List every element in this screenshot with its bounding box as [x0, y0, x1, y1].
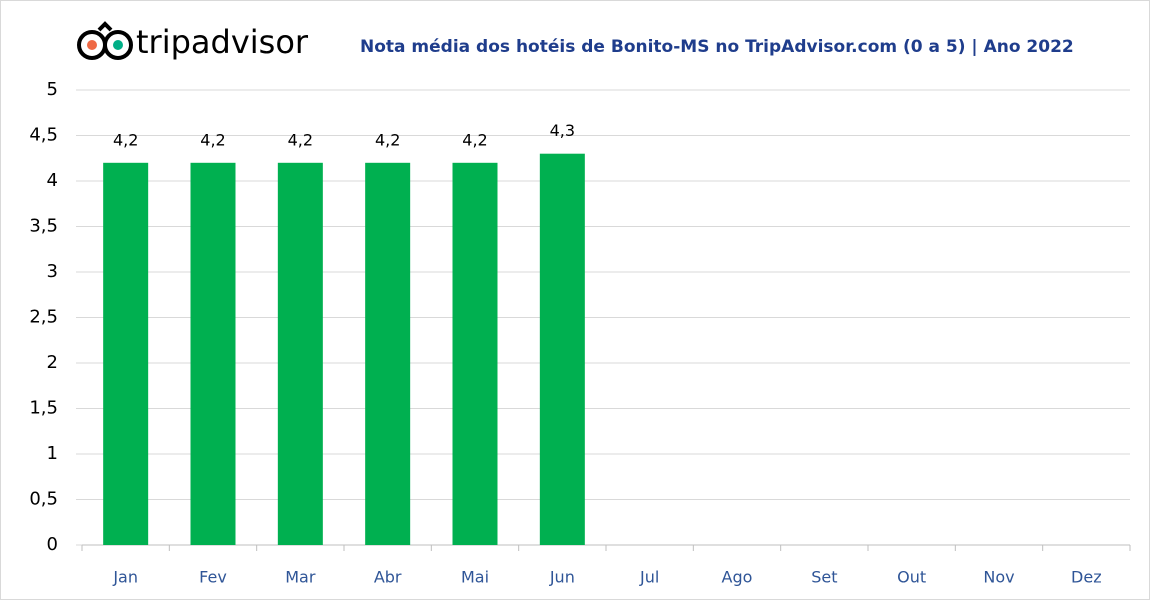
y-tick-label: 3 [47, 261, 58, 282]
y-tick-label: 0,5 [29, 489, 58, 510]
x-tick-label: Out [897, 568, 926, 587]
logo-icon [77, 21, 133, 60]
y-tick-label: 2 [47, 352, 58, 373]
value-label: 4,2 [288, 130, 313, 149]
y-tick-label: 4,5 [29, 125, 58, 146]
value-label: 4,2 [375, 130, 400, 149]
x-tick-label: Ago [722, 568, 753, 587]
x-tick-label: Jan [112, 568, 138, 587]
y-tick-label: 1 [47, 443, 58, 464]
x-tick-label: Nov [983, 568, 1014, 587]
y-tick-label: 4 [47, 170, 58, 191]
bar [365, 162, 411, 546]
x-tick-label: Jul [639, 568, 659, 587]
x-tick-label: Mai [461, 568, 489, 587]
x-tick-label: Dez [1071, 568, 1102, 587]
chart-title: Nota média dos hotéis de Bonito-MS no Tr… [360, 37, 1074, 57]
bar [277, 162, 323, 546]
x-tick-label: Set [811, 568, 837, 587]
y-tick-label: 0 [47, 534, 58, 555]
x-tick-label: Abr [374, 568, 402, 587]
value-label: 4,2 [462, 130, 487, 149]
x-tick-label: Fev [199, 568, 227, 587]
bar [190, 162, 236, 546]
bar [539, 153, 585, 545]
value-label: 4,2 [113, 130, 138, 149]
value-label: 4,3 [550, 121, 575, 140]
logo-text: tripadvisor [136, 23, 309, 61]
x-tick-label: Jun [549, 568, 575, 587]
x-tick-label: Mar [285, 568, 316, 587]
y-tick-label: 1,5 [29, 398, 58, 419]
y-tick-label: 5 [47, 79, 58, 100]
bar [103, 162, 149, 546]
y-tick-label: 3,5 [29, 216, 58, 237]
y-tick-label: 2,5 [29, 307, 58, 328]
bar [452, 162, 498, 546]
value-label: 4,2 [200, 130, 225, 149]
